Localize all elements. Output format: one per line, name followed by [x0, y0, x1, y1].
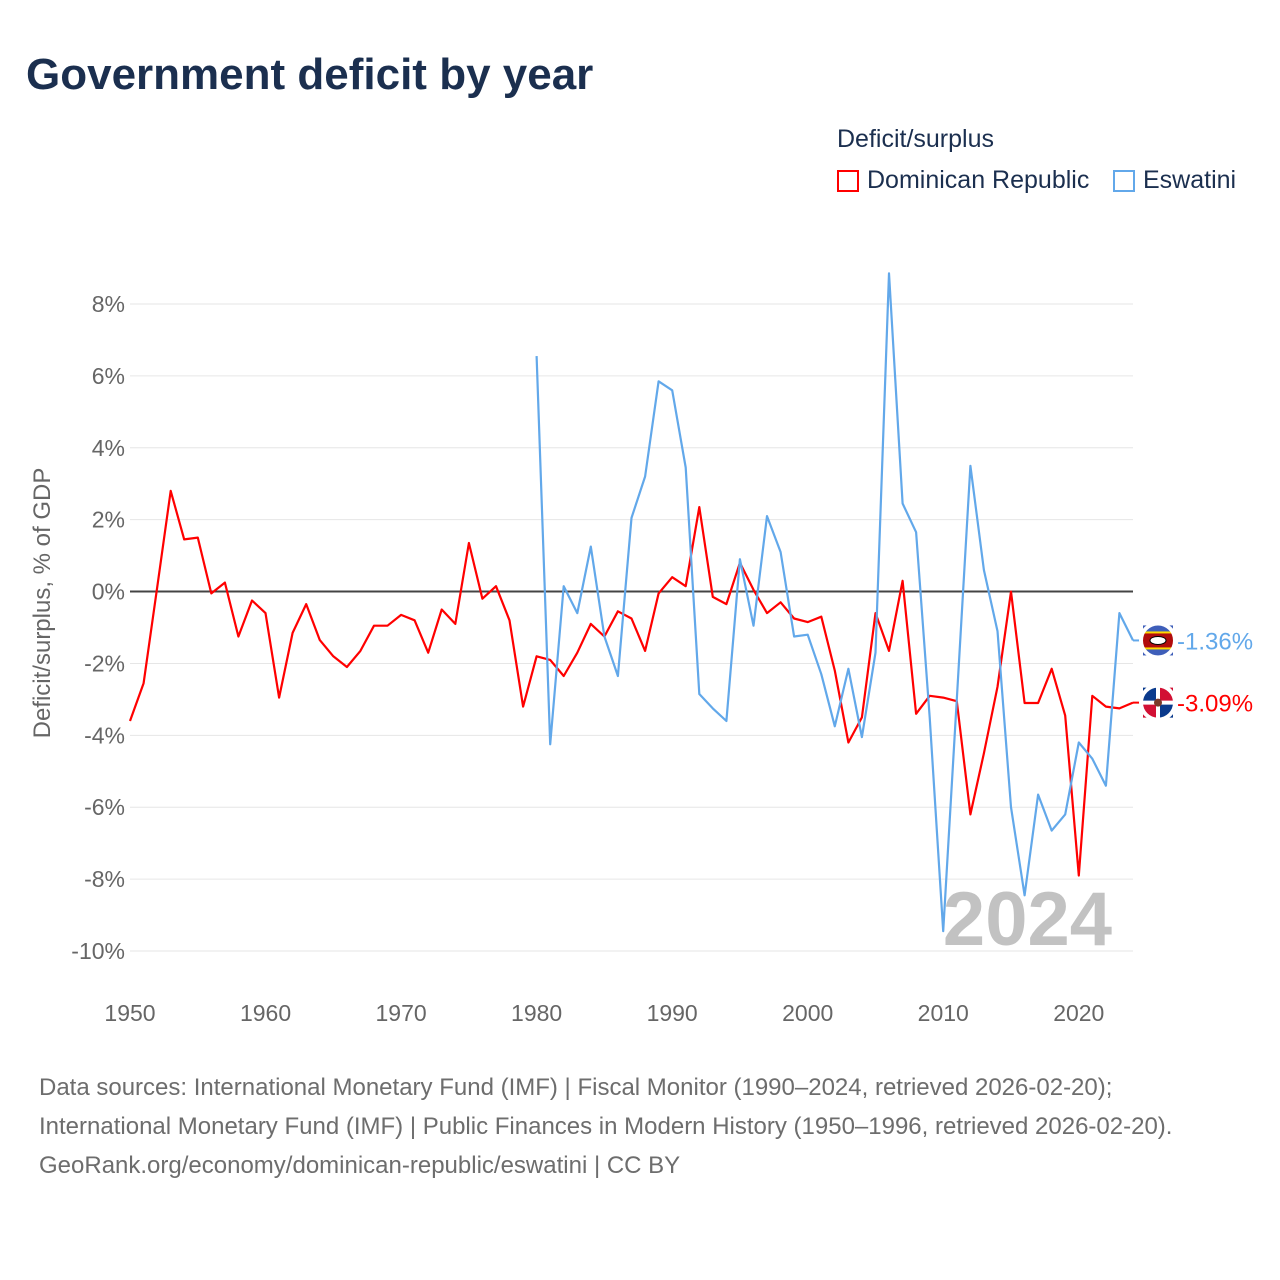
- x-tick-label: 2020: [1053, 1000, 1104, 1026]
- series-line-dominican-republic: [128, 489, 1134, 877]
- series-line-eswatini: [535, 272, 1134, 933]
- legend-label: Dominican Republic: [867, 166, 1090, 194]
- y-tick-label: 0%: [92, 579, 125, 605]
- y-tick-label: 4%: [92, 435, 125, 461]
- flag-mask: [1139, 683, 1177, 722]
- plot-area: 8% 6% 4% 2% 0% -2% -4% -6% -8% -10% 1950 1960 1970 19…: [29, 272, 1253, 1026]
- chart-title: Government deficit by year: [26, 50, 594, 99]
- y-tick-label: 2%: [92, 507, 125, 533]
- footer: Data sources: International Monetary Fun…: [39, 1068, 1239, 1185]
- x-tick-label: 1960: [240, 1000, 291, 1026]
- x-tick-label: 2000: [782, 1000, 833, 1026]
- flag-part: [1154, 698, 1162, 707]
- end-value-label: -3.09%: [1177, 691, 1253, 718]
- x-tick-label: 1990: [647, 1000, 698, 1026]
- x-tick-label: 1950: [104, 1000, 155, 1026]
- flag-part: [1149, 635, 1167, 645]
- y-tick-label: -10%: [71, 938, 125, 964]
- y-tick-label: -2%: [84, 650, 125, 676]
- end-value-label: -1.36%: [1177, 628, 1253, 655]
- data-sources: Data sources: International Monetary Fun…: [39, 1074, 1173, 1140]
- legend-swatch: [837, 169, 859, 192]
- year-watermark: 2024: [943, 877, 1112, 962]
- y-tick-label: -6%: [84, 794, 125, 820]
- y-tick-label: -4%: [84, 722, 125, 748]
- flag-mask: [1139, 621, 1177, 660]
- legend-swatch: [1113, 169, 1135, 192]
- y-axis-label: Deficit/surplus, % of GDP: [29, 468, 56, 739]
- x-tick-label: 1970: [375, 1000, 426, 1026]
- y-tick-label: 6%: [92, 363, 125, 389]
- legend-label: Eswatini: [1143, 166, 1237, 194]
- credit-link[interactable]: GeoRank.org/economy/dominican-republic/e…: [39, 1152, 681, 1179]
- y-tick-label: -8%: [84, 866, 125, 892]
- legend-item-eswatini[interactable]: Eswatini: [1113, 166, 1236, 195]
- legend-item-dominican-republic[interactable]: Dominican Republic: [837, 166, 1089, 195]
- x-tick-label: 2010: [918, 1000, 969, 1026]
- legend-title: Deficit/surplus: [837, 125, 994, 153]
- y-tick-label: 8%: [92, 291, 125, 317]
- x-tick-label: 1980: [511, 1000, 562, 1026]
